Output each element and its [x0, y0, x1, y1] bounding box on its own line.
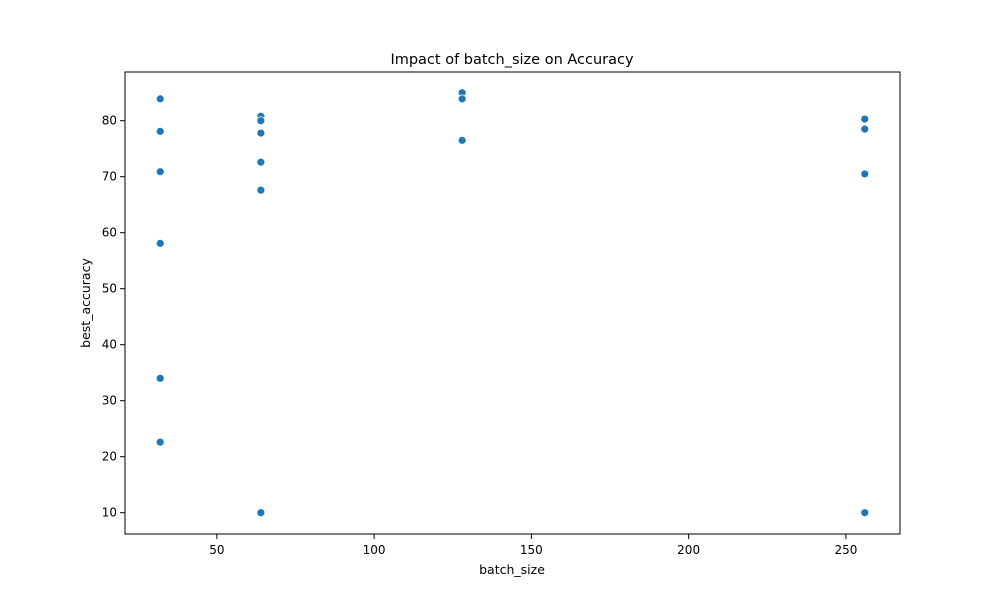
data-point [860, 508, 870, 518]
data-point [256, 508, 266, 518]
data-point [256, 185, 266, 195]
data-point [860, 169, 870, 179]
x-tick-label: 200 [677, 543, 700, 557]
y-tick-label: 70 [102, 170, 117, 184]
x-axis-label: batch_size [479, 562, 545, 577]
y-axis-label: best_accuracy [78, 258, 93, 348]
data-point [860, 114, 870, 124]
y-tick-label: 80 [102, 114, 117, 128]
y-tick-label: 40 [102, 338, 117, 352]
y-tick-label: 10 [102, 506, 117, 520]
y-tick-label: 50 [102, 282, 117, 296]
data-point [860, 124, 870, 134]
data-point [256, 116, 266, 126]
data-point [457, 94, 467, 104]
data-point [155, 126, 165, 136]
plot-area-frame [124, 71, 901, 535]
x-tick-label: 50 [209, 543, 224, 557]
y-tick-label: 60 [102, 226, 117, 240]
data-point [155, 94, 165, 104]
data-point [457, 135, 467, 145]
chart-title: Impact of batch_size on Accuracy [390, 52, 634, 68]
y-axis-ticks: 10 20 30 40 50 60 70 80 [102, 114, 125, 520]
data-point [155, 238, 165, 248]
x-axis-ticks: 50 100 150 200 250 [209, 534, 857, 557]
x-tick-label: 100 [363, 543, 386, 557]
x-tick-label: 150 [520, 543, 543, 557]
y-tick-label: 20 [102, 450, 117, 464]
x-tick-label: 250 [834, 543, 857, 557]
data-point [155, 167, 165, 177]
data-point [256, 128, 266, 138]
data-points [155, 88, 870, 518]
y-tick-label: 30 [102, 394, 117, 408]
data-point [155, 373, 165, 383]
data-point [155, 437, 165, 447]
data-point [256, 157, 266, 167]
